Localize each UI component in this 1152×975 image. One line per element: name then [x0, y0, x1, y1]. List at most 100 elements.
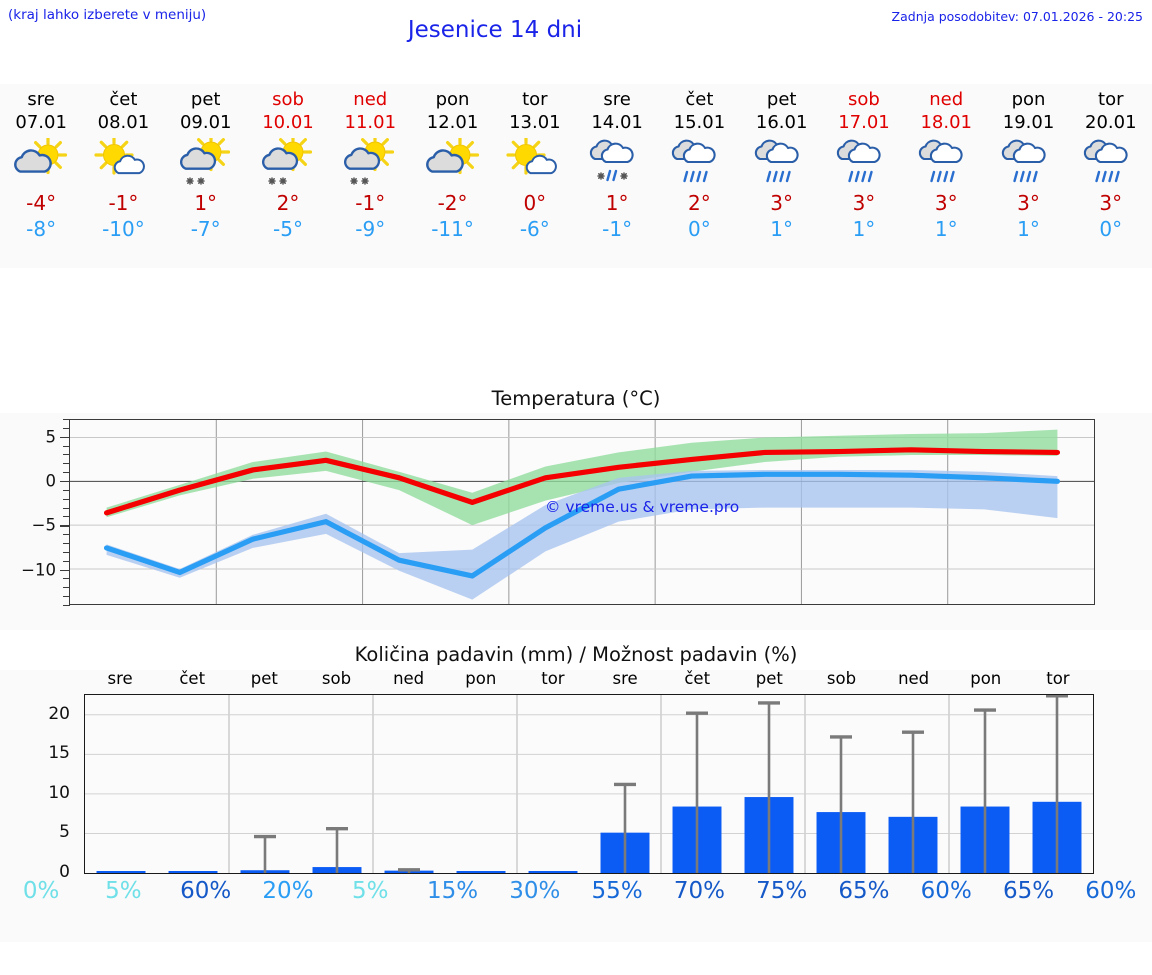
forecast-day-name: ned [929, 89, 964, 110]
precipitation-y-tick-label: 10 [48, 782, 70, 803]
forecast-temp-min: 0° [1099, 217, 1123, 241]
forecast-day-column[interactable]: sre 07.01 -4° -8° [0, 84, 82, 268]
sun-behind-cloud-icon [422, 138, 484, 186]
forecast-date: 12.01 [426, 112, 479, 133]
forecast-temp-max: 2° [688, 191, 711, 215]
forecast-date: 15.01 [673, 112, 726, 133]
precipitation-plot-area [84, 694, 1094, 874]
forecast-day-name: ned [353, 89, 388, 110]
forecast-temp-max: 3° [770, 191, 794, 215]
forecast-day-name: pet [766, 89, 797, 110]
forecast-day-column[interactable]: pon 19.01 3° 1° [987, 84, 1069, 268]
cloud-sleet-icon [586, 138, 648, 186]
forecast-date: 07.01 [15, 112, 67, 133]
forecast-day-name: čet [109, 89, 138, 110]
temperature-y-tick-label: −10 [21, 560, 56, 580]
precipitation-probability-label: 5% [105, 878, 142, 904]
cloud-rain-icon [751, 138, 813, 186]
precipitation-probability-label: 65% [838, 878, 890, 904]
forecast-temp-min: -10° [102, 217, 145, 241]
temperature-axis-ticks [60, 419, 70, 606]
precipitation-day-label: pet [755, 669, 783, 688]
forecast-day-column[interactable]: čet 15.01 2° 0° [658, 84, 740, 268]
forecast-day-column[interactable]: pet 09.01 1° -7° [165, 84, 247, 268]
forecast-day-column[interactable]: pon 12.01 -2° -11° [411, 84, 493, 268]
forecast-temp-max: -1° [355, 191, 386, 215]
forecast-date: 16.01 [755, 112, 808, 133]
precipitation-chart-title: Količina padavin (mm) / Možnost padavin … [0, 642, 1152, 670]
precipitation-y-axis: 0 5 10 15 20 [0, 694, 78, 882]
sun-cloud-snow-icon [339, 138, 401, 186]
forecast-day-column[interactable]: ned 11.01 -1° -9° [329, 84, 411, 268]
forecast-temp-min: -1° [602, 217, 633, 241]
forecast-date: 17.01 [838, 112, 890, 133]
precipitation-day-label: sob [321, 669, 352, 688]
cloud-rain-icon [998, 138, 1060, 186]
precipitation-probability-label: 60% [180, 878, 232, 904]
precipitation-y-tick-label: 20 [48, 703, 70, 724]
forecast-temp-max: 3° [1017, 191, 1040, 215]
forecast-temp-max: -2° [437, 191, 468, 215]
forecast-day-column[interactable]: čet 08.01 -1° -10° [82, 84, 164, 268]
forecast-temp-max: 0° [523, 191, 547, 215]
precipitation-day-label: ned [393, 669, 425, 688]
forecast-day-column[interactable]: sre 14.01 1° -1° [576, 84, 658, 268]
forecast-temp-max: -1° [108, 191, 139, 215]
precipitation-probability-label: 65% [1002, 878, 1055, 904]
precipitation-day-label: tor [541, 669, 565, 688]
sun-behind-cloud-icon [10, 138, 72, 186]
forecast-day-name: tor [1098, 89, 1124, 110]
forecast-day-column[interactable]: sob 17.01 3° 1° [823, 84, 905, 268]
precipitation-day-label: sre [107, 669, 133, 688]
temperature-y-tick-label: 0 [45, 471, 57, 491]
forecast-day-column[interactable]: sob 10.01 2° -5° [247, 84, 329, 268]
precipitation-probability-row: 0% 5% 60% 20% 5% 15% 30% 55% 70% 75% 65% 60% 65% 60% [0, 878, 1152, 918]
forecast-date: 09.01 [179, 112, 232, 133]
forecast-date: 11.01 [344, 112, 397, 133]
forecast-day-name: pon [435, 89, 470, 110]
precipitation-day-label: čet [179, 669, 206, 688]
precipitation-day-label: sre [612, 669, 638, 688]
page-title: Jesenice 14 dni [407, 17, 583, 43]
forecast-temp-min: -8° [26, 217, 57, 241]
precipitation-probability-label: 5% [352, 878, 389, 904]
temperature-plot-area: © vreme.us & vreme.pro [69, 419, 1095, 605]
precipitation-probability-label: 60% [920, 878, 972, 904]
forecast-day-name: pon [1011, 89, 1046, 110]
forecast-day-name: sob [848, 89, 880, 110]
cloud-rain-icon [1080, 138, 1142, 186]
precipitation-probability-label: 70% [673, 878, 725, 904]
forecast-temp-min: 0° [688, 217, 711, 241]
last-updated-text: Zadnja posodobitev: 07.01.2026 - 20:25 [891, 9, 1143, 24]
sun-cloud-snow-icon [175, 138, 237, 186]
menu-hint-text: (kraj lahko izberete v meniju) [8, 7, 207, 23]
forecast-temp-min: -7° [190, 217, 221, 241]
temperature-chart-panel: Temperatura (°C) 5 0 −5 −10 © vreme.us & vr… [0, 386, 1152, 630]
sun-small-cloud-icon [504, 138, 566, 186]
precipitation-probability-label: 55% [591, 878, 643, 904]
forecast-day-column[interactable]: ned 18.01 3° 1° [905, 84, 987, 268]
forecast-day-column[interactable]: pet 16.01 3° 1° [741, 84, 823, 268]
cloud-rain-icon [833, 138, 895, 186]
daily-forecast-strip: sre 07.01 -4° -8° čet 08.01 -1° -10° pet 09.01 … [0, 84, 1152, 268]
temperature-chart-title: Temperatura (°C) [0, 386, 1152, 413]
forecast-day-column[interactable]: tor 13.01 0° -6° [494, 84, 576, 268]
forecast-temp-min: 1° [934, 217, 958, 241]
forecast-temp-min: 1° [852, 217, 876, 241]
forecast-temp-min: 1° [770, 217, 794, 241]
forecast-day-column[interactable]: tor 20.01 3° 0° [1070, 84, 1152, 268]
precipitation-y-tick-label: 15 [48, 743, 70, 764]
precipitation-y-tick-label: 5 [59, 822, 70, 843]
forecast-date: 08.01 [97, 112, 150, 133]
forecast-temp-max: 3° [934, 191, 958, 215]
precipitation-chart-panel: Količina padavin (mm) / Možnost padavin … [0, 642, 1152, 942]
forecast-temp-max: 3° [852, 191, 876, 215]
forecast-temp-min: -6° [519, 217, 550, 241]
sun-cloud-snow-icon [257, 138, 319, 186]
forecast-day-name: sre [603, 89, 631, 110]
forecast-temp-min: 1° [1017, 217, 1040, 241]
forecast-date: 10.01 [262, 112, 314, 133]
forecast-date: 13.01 [509, 112, 561, 133]
forecast-date: 19.01 [1002, 112, 1055, 133]
forecast-date: 20.01 [1085, 112, 1137, 133]
